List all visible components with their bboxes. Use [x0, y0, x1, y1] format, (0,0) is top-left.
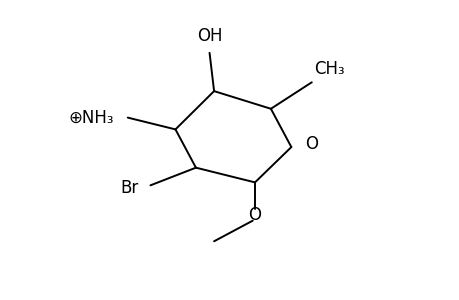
Text: O: O [248, 206, 261, 224]
Text: ⊕NH₃: ⊕NH₃ [68, 109, 114, 127]
Text: O: O [304, 135, 317, 153]
Text: OH: OH [196, 28, 222, 46]
Text: CH₃: CH₃ [313, 60, 344, 78]
Text: Br: Br [121, 179, 139, 197]
